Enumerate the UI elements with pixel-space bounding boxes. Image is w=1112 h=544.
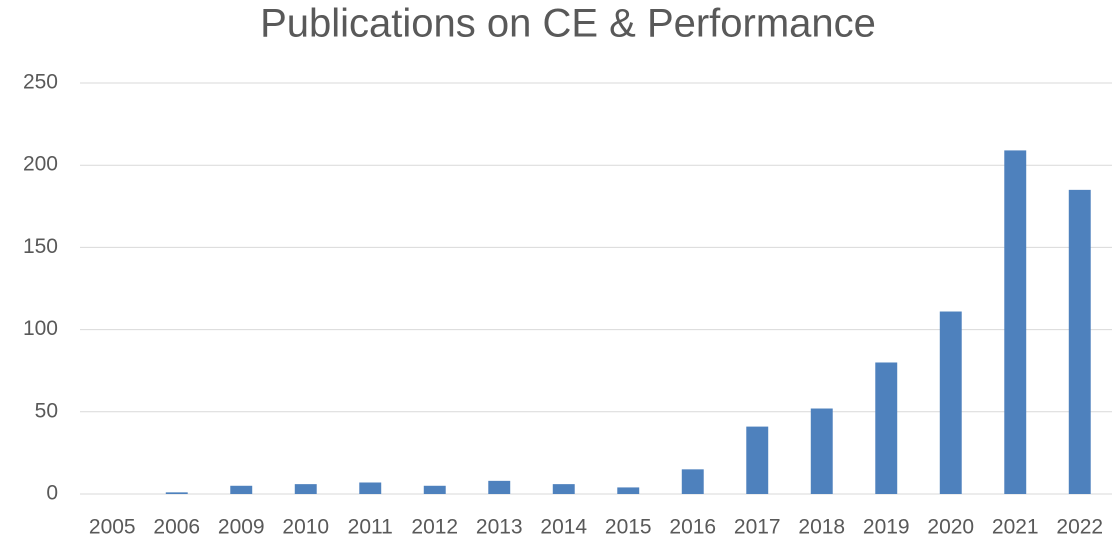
x-tick-label: 2009 bbox=[218, 516, 265, 539]
y-tick-label: 200 bbox=[23, 153, 58, 176]
x-tick-label: 2018 bbox=[798, 516, 845, 539]
x-tick-label: 2015 bbox=[605, 516, 652, 539]
y-tick-label: 100 bbox=[23, 317, 58, 340]
bar bbox=[423, 485, 446, 494]
x-tick-label: 2011 bbox=[348, 516, 393, 539]
x-tick-label: 2021 bbox=[992, 516, 1039, 539]
bar bbox=[810, 408, 833, 494]
x-tick-label: 2013 bbox=[476, 516, 523, 539]
bar bbox=[552, 484, 575, 494]
bar bbox=[294, 484, 317, 494]
x-tick-label: 2010 bbox=[282, 516, 329, 539]
x-tick-label: 2016 bbox=[669, 516, 716, 539]
bar bbox=[1068, 189, 1091, 495]
y-tick-label: 250 bbox=[23, 71, 58, 94]
bar bbox=[617, 487, 640, 494]
bar bbox=[1004, 150, 1027, 495]
chart-title: Publications on CE & Performance bbox=[260, 2, 876, 46]
x-tick-label: 2022 bbox=[1056, 516, 1103, 539]
x-tick-label: 2019 bbox=[863, 516, 910, 539]
y-tick-label: 50 bbox=[35, 399, 58, 422]
bar bbox=[681, 469, 704, 494]
x-tick-label: 2020 bbox=[927, 516, 974, 539]
bar bbox=[165, 492, 188, 494]
bar bbox=[359, 482, 382, 494]
bar bbox=[230, 485, 253, 494]
bar bbox=[875, 362, 898, 494]
bar bbox=[488, 480, 511, 494]
x-tick-label: 2017 bbox=[734, 516, 781, 539]
y-tick-label: 0 bbox=[46, 482, 58, 505]
bar bbox=[746, 426, 769, 494]
bar bbox=[939, 311, 962, 494]
x-tick-label: 2014 bbox=[540, 516, 587, 539]
y-tick-label: 150 bbox=[23, 235, 58, 258]
x-tick-label: 2005 bbox=[89, 516, 136, 539]
x-tick-label: 2012 bbox=[411, 516, 458, 539]
x-tick-label: 2006 bbox=[153, 516, 200, 539]
